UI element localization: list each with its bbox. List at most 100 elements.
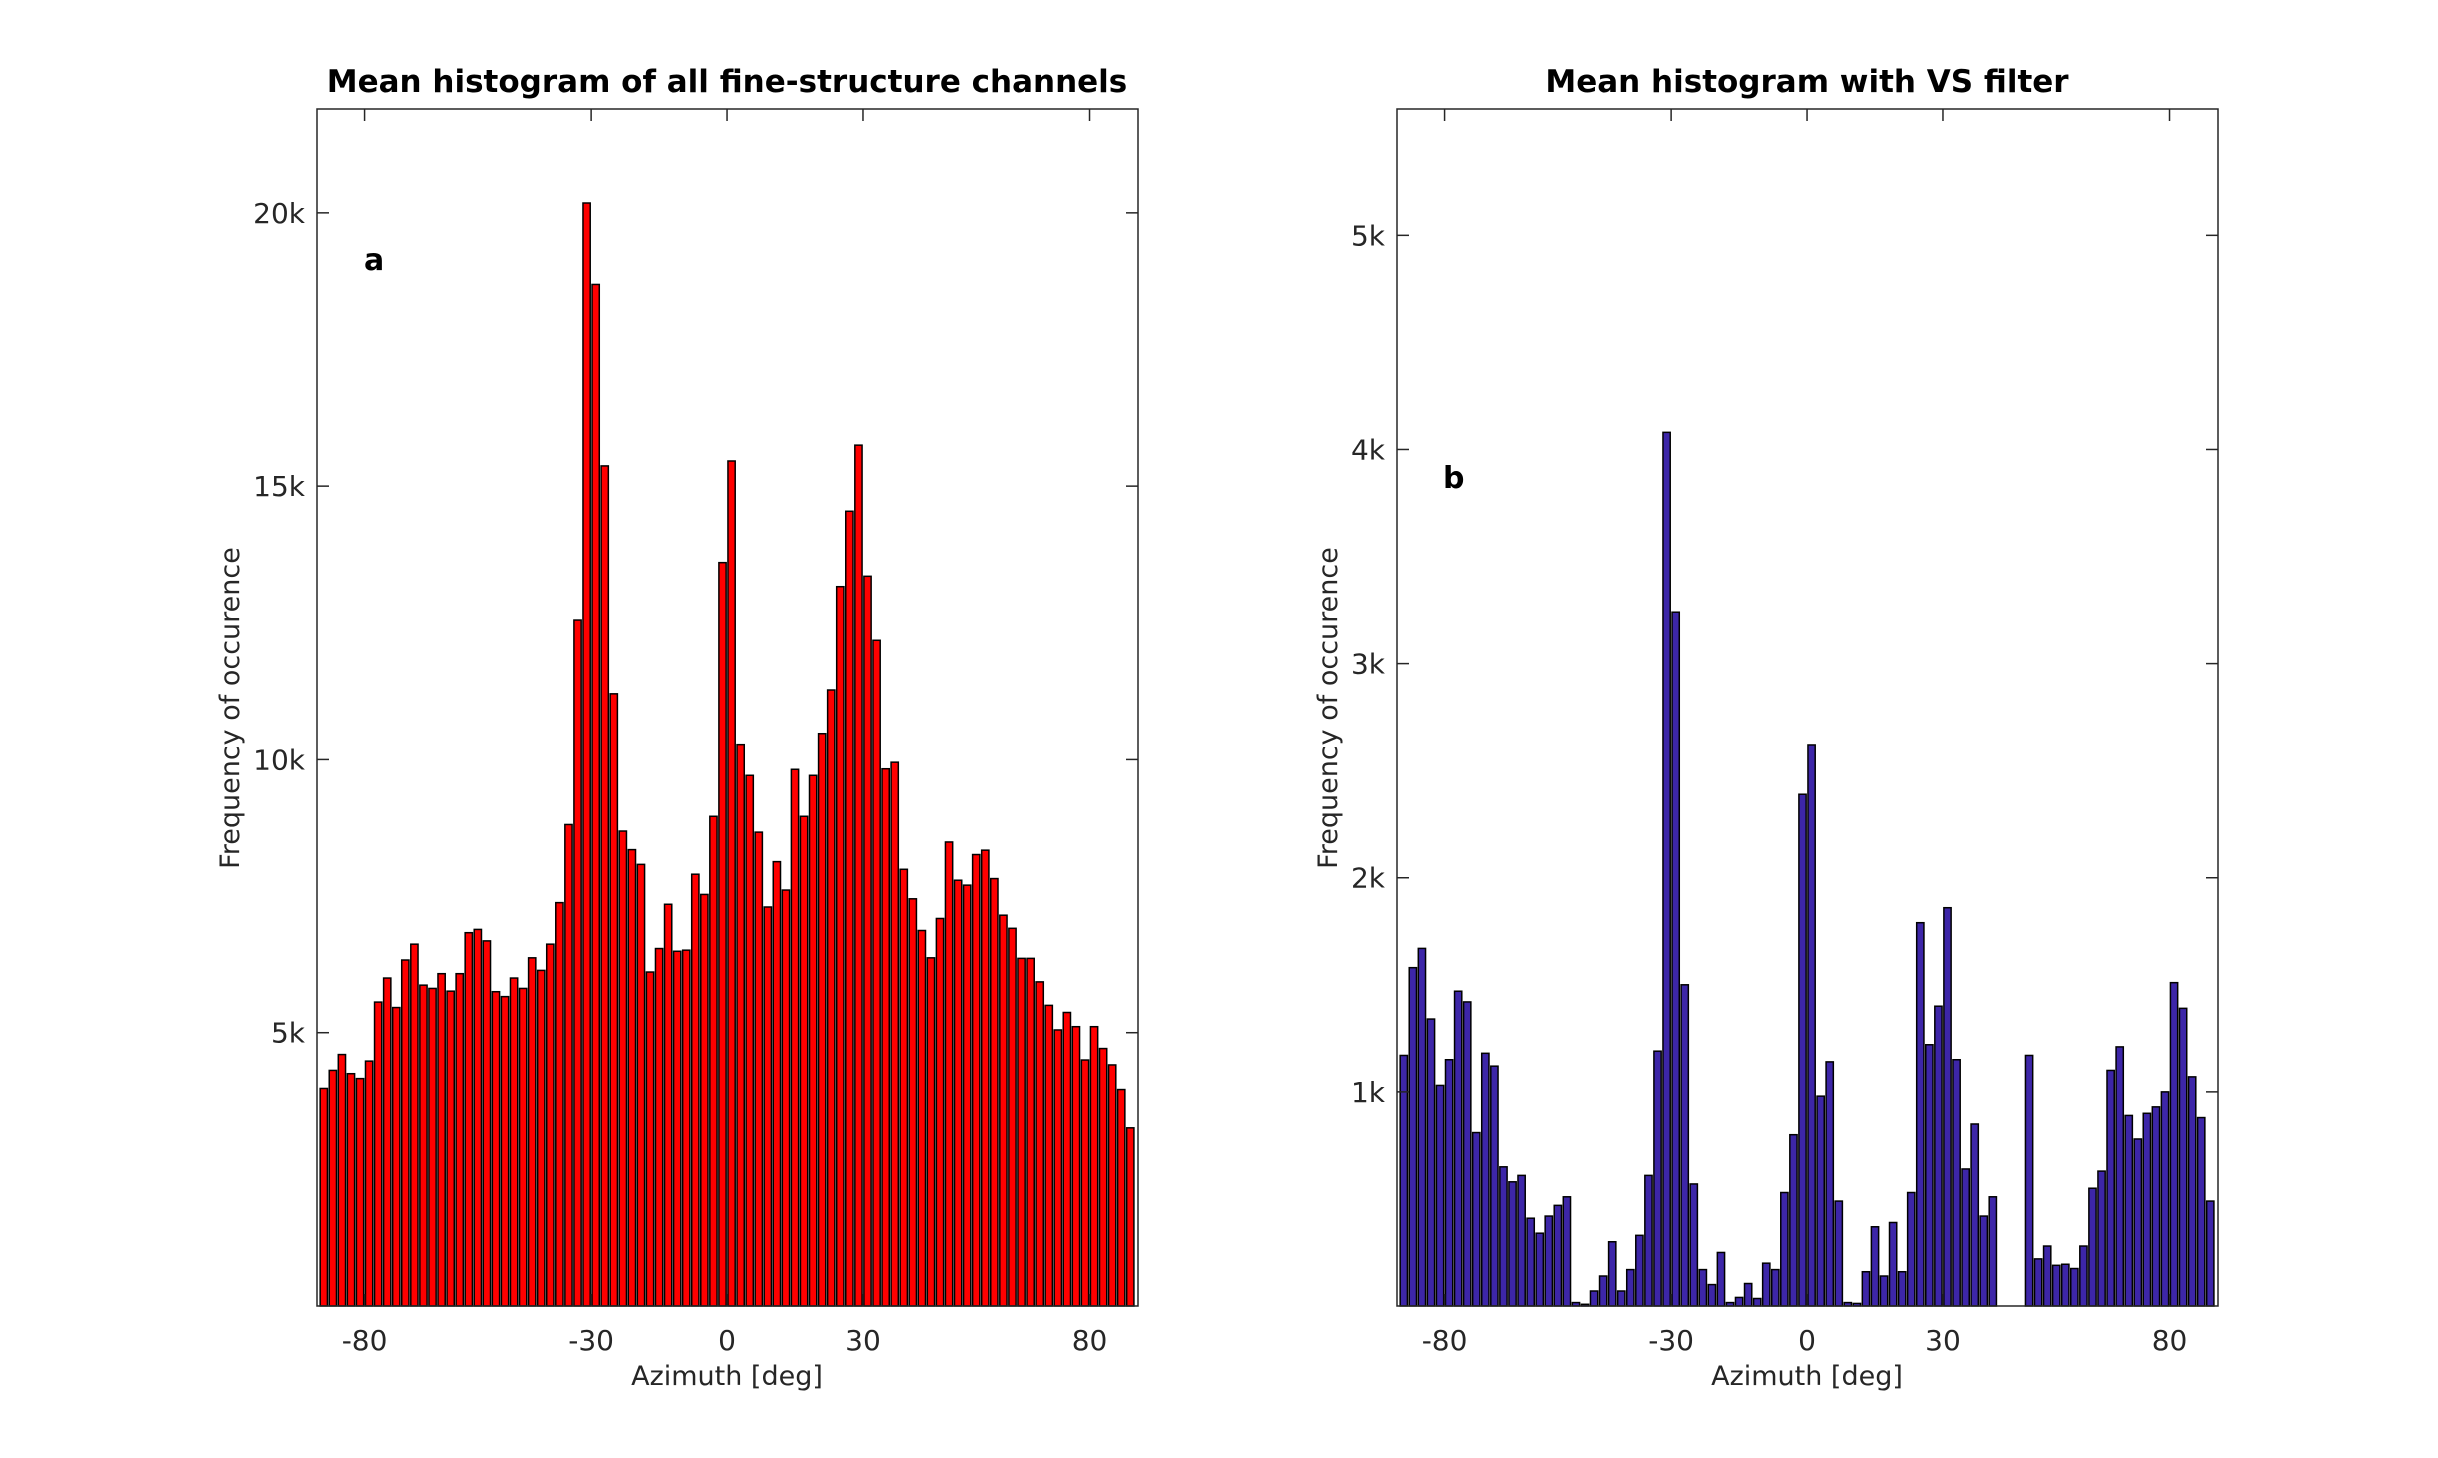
bar [473,928,483,1307]
bar [1861,1270,1871,1307]
bar [1698,1268,1708,1307]
bar [1080,1059,1090,1307]
bar [582,202,591,1307]
bar [2124,1114,2134,1307]
bar [1616,1290,1626,1307]
bar [781,889,791,1307]
bar [509,977,519,1307]
bar [953,879,963,1307]
bar [1517,1174,1526,1307]
x-tick-label: 80 [1072,1324,1108,1357]
bar [1499,1166,1508,1307]
panel-label: b [1443,461,1464,496]
bar [1071,1025,1081,1307]
bar [319,1087,329,1307]
bar [1952,1058,1961,1307]
bar [654,947,664,1307]
x-tick-label: 80 [2152,1324,2188,1357]
bar [1716,1251,1726,1307]
bar [2051,1264,2061,1307]
bar [555,901,564,1307]
bar [1116,1088,1126,1307]
bar [2042,1245,2052,1307]
bar [364,1060,374,1307]
bar [881,767,891,1307]
bar [1444,1058,1454,1307]
bar [337,1053,347,1307]
bar [1780,1191,1789,1307]
bar [1471,1131,1481,1307]
bar [1789,1133,1798,1307]
bar [1644,1174,1653,1307]
bar [346,1072,356,1307]
bar [917,929,927,1307]
bar [1662,431,1671,1307]
bar [2160,1091,2170,1307]
bar [1035,981,1045,1307]
bar [1734,1296,1744,1307]
bar [2142,1112,2152,1307]
bar [2097,1170,2106,1307]
bar [763,906,773,1307]
bar [872,639,881,1307]
bar [1589,1290,1599,1307]
bar [1562,1196,1572,1307]
bar [1653,1050,1662,1307]
bar [1053,1029,1063,1307]
bar [1399,1054,1409,1307]
bar [1743,1282,1753,1307]
bar [1008,927,1017,1307]
bar [636,863,646,1307]
bar [627,848,637,1307]
bar [799,815,809,1307]
bar [482,940,492,1307]
x-tick-label: -80 [1422,1324,1468,1357]
bar [2024,1054,2034,1307]
bar [1943,906,1952,1307]
bar [1961,1168,1971,1307]
y-tick-label: 1k [1351,1076,1386,1109]
bar [1462,1001,1472,1307]
bar [2178,1007,2188,1307]
bar [464,931,474,1307]
bar [437,972,446,1307]
bar [2133,1138,2143,1307]
bar [2079,1245,2088,1307]
x-tick-label: 30 [845,1324,881,1357]
bar [328,1069,338,1307]
bar [1490,1065,1499,1307]
bar [1044,1004,1054,1307]
x-tick-label: 0 [718,1324,736,1357]
bar [1125,1127,1135,1307]
bar [845,510,854,1307]
bar [1680,984,1690,1307]
bar [1934,1005,1943,1307]
x-tick-label: -30 [568,1324,614,1357]
bar [926,957,936,1307]
bar [1888,1221,1898,1307]
bar [999,914,1008,1307]
bar [400,959,410,1307]
bar [2106,1069,2115,1307]
bar [428,987,437,1307]
bar [600,465,610,1307]
y-tick-label: 15k [253,470,306,503]
bar [1107,1064,1117,1307]
bars [319,202,1135,1307]
bar [718,561,727,1307]
bar [826,689,836,1307]
x-axis-label: Azimuth [deg] [1711,1361,1903,1392]
bar [573,619,582,1307]
x-tick-label: 0 [1798,1324,1816,1357]
bar [2088,1187,2097,1307]
bar [373,1001,383,1307]
bar [1426,1018,1436,1307]
bar [1988,1196,1998,1307]
bar [1671,611,1681,1307]
bar [663,903,673,1307]
bar [2169,981,2179,1307]
y-axis-label: Frequency of occurence [215,547,246,869]
bar [2187,1076,2197,1307]
x-tick-label: -30 [1648,1324,1694,1357]
bar [419,984,428,1307]
